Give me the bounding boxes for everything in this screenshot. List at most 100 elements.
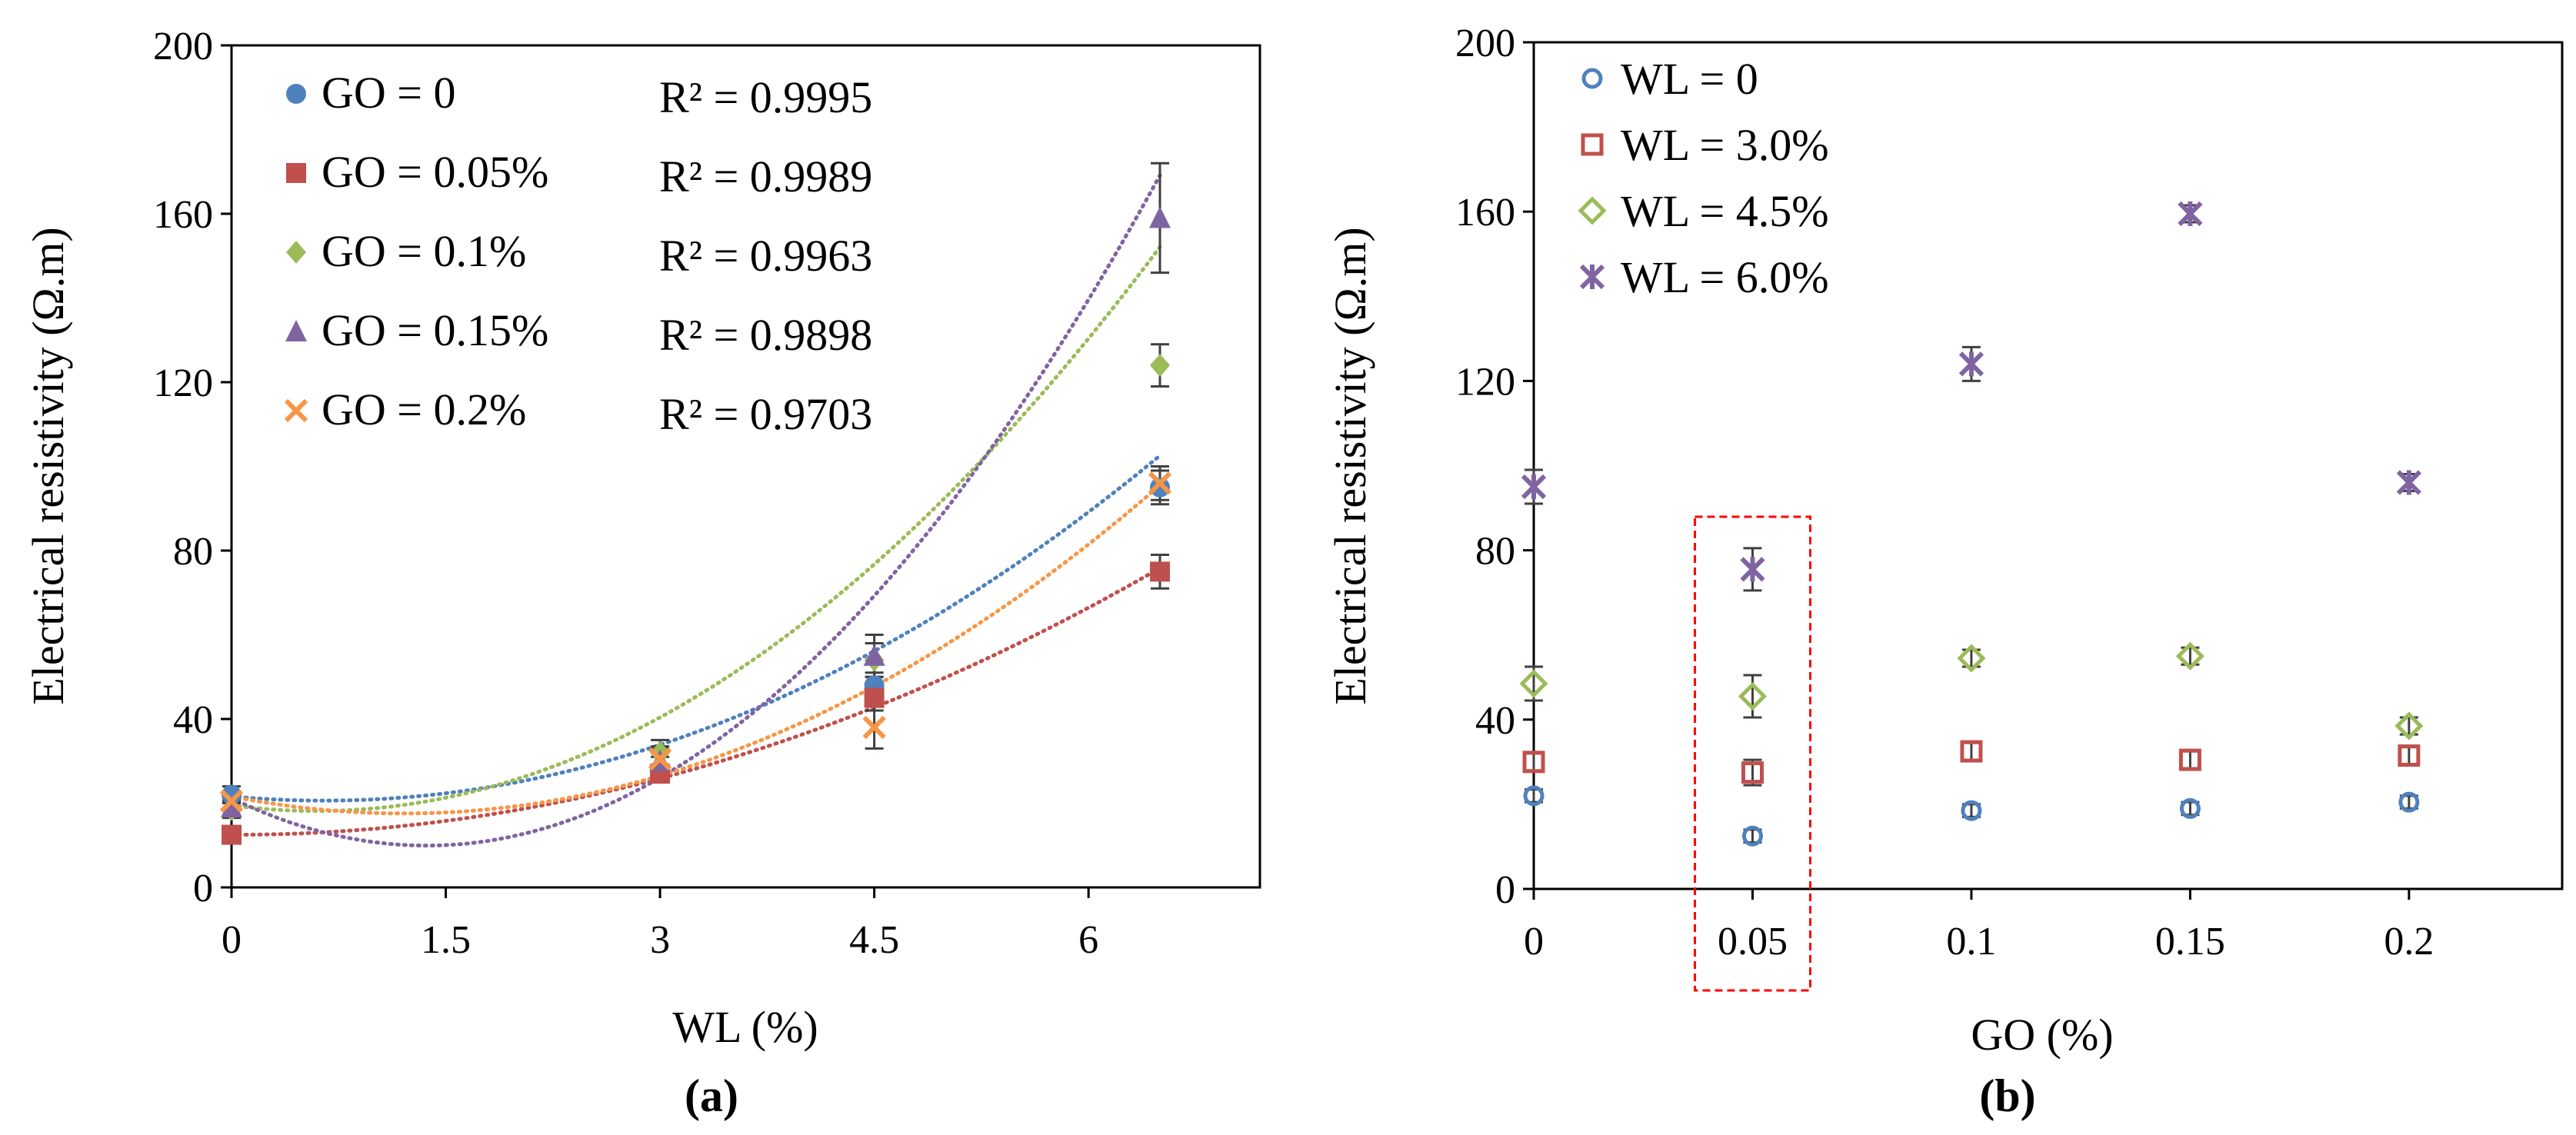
legend-label: GO = 0.05% (322, 147, 548, 197)
trendlines-a (229, 173, 1162, 848)
y-tick-label: 80 (1475, 530, 1515, 574)
data-point (1958, 351, 1984, 377)
data-point (219, 789, 244, 813)
y-tick-label: 80 (173, 530, 213, 574)
x-tick-label: 0.05 (1718, 920, 1788, 964)
plot-area-a (230, 44, 1261, 889)
trendline (229, 566, 1162, 837)
data-point (2179, 797, 2201, 819)
r-squared-label: R² = 0.9898 (659, 310, 872, 360)
legend-marker (285, 320, 307, 341)
legend-label: GO = 0.2% (322, 384, 526, 434)
data-point (1150, 561, 1171, 582)
y-axis-ticks-b: 0 40 80 120 160 200 (1455, 22, 1534, 912)
plot-area-b (1532, 41, 2564, 890)
r-squared-label: R² = 0.9703 (659, 389, 872, 439)
x-tick-label: 3 (650, 918, 670, 962)
x-tick-label: 0.2 (2384, 920, 2434, 964)
data-point (862, 715, 886, 740)
r-squared-label: R² = 0.9995 (659, 72, 872, 122)
y-axis-label-a: Electrical resistivity (Ω.m) (23, 227, 73, 704)
x-axis-label-b: GO (%) (1971, 1010, 2113, 1060)
data-point (1741, 761, 1764, 784)
data-point (1523, 785, 1545, 807)
data-point (222, 824, 242, 845)
data-point (1519, 669, 1548, 698)
x-tick-label: 0.1 (1946, 920, 1996, 964)
legend-marker (284, 398, 308, 423)
r-squared-label: R² = 0.9963 (659, 231, 872, 281)
data-point (1961, 800, 1982, 821)
y-tick-label: 200 (153, 25, 213, 68)
legend-marker (1581, 68, 1603, 89)
y-tick-label: 40 (1475, 699, 1515, 743)
data-point (1522, 751, 1545, 774)
data-point (1150, 477, 1171, 498)
legend-marker (1579, 264, 1605, 290)
data-point (2394, 711, 2424, 741)
panel-a: 0 40 80 120 160 200 0 1.5 3 4.5 6 GO = 0 R² = 0.99… (23, 25, 1261, 1121)
legend-marker (1581, 133, 1604, 156)
data-point (864, 687, 885, 708)
data-point (1957, 644, 1986, 673)
data-point (2398, 744, 2421, 767)
y-tick-label: 120 (153, 361, 213, 405)
data-point (221, 795, 242, 817)
data-point (1150, 354, 1171, 378)
legend-label: GO = 0 (322, 68, 455, 118)
y-tick-label: 0 (193, 867, 213, 910)
trendline (229, 454, 1162, 803)
data-point (2175, 641, 2204, 671)
panel-label-a: (a) (685, 1070, 738, 1121)
trendline (229, 173, 1162, 848)
legend-marker (1578, 196, 1607, 225)
legend-label: WL = 4.5% (1621, 186, 1829, 236)
legend-marker (286, 241, 306, 264)
highlight-box (1693, 515, 1811, 992)
data-point (1148, 471, 1172, 495)
legend-label: GO = 0.1% (322, 226, 526, 276)
data-point (648, 747, 672, 771)
y-axis-ticks-a: 0 40 80 120 160 200 (153, 25, 232, 910)
data-point (1740, 557, 1765, 582)
legend-label: WL = 0 (1621, 54, 1758, 104)
data-point (1741, 825, 1763, 847)
data-point (1521, 474, 1547, 500)
x-axis-ticks-b: 0 0.05 0.1 0.15 0.2 (1524, 889, 2434, 964)
x-axis-ticks-a: 0 1.5 3 4.5 6 (222, 887, 1098, 962)
legend-a: GO = 0 R² = 0.9995 GO = 0.05% R² = 0.9989 GO… (284, 68, 872, 439)
panel-label-b: (b) (1979, 1070, 2035, 1121)
y-tick-label: 120 (1455, 360, 1515, 404)
data-point (1960, 740, 1983, 763)
data-points-b (1519, 201, 2424, 847)
legend-label: WL = 6.0% (1621, 252, 1829, 302)
data-point (863, 644, 885, 666)
legend-label: GO = 0.15% (322, 305, 548, 355)
y-tick-label: 40 (173, 698, 213, 742)
x-tick-label: 6 (1078, 918, 1098, 962)
y-tick-label: 200 (1455, 22, 1515, 65)
x-tick-label: 0.15 (2155, 920, 2225, 964)
legend-marker (286, 163, 306, 183)
data-point (2398, 791, 2420, 813)
data-point (222, 784, 242, 805)
y-tick-label: 160 (153, 193, 213, 237)
data-point (1738, 681, 1768, 711)
trendline (229, 483, 1162, 816)
x-tick-label: 4.5 (849, 918, 899, 962)
trendline (229, 245, 1162, 814)
x-tick-label: 0 (1524, 920, 1544, 964)
data-point (2396, 470, 2421, 495)
data-point (1149, 206, 1171, 228)
data-point (2178, 748, 2201, 771)
data-points-a (219, 206, 1172, 845)
x-tick-label: 1.5 (421, 918, 471, 962)
y-tick-label: 160 (1455, 191, 1515, 235)
legend-label: WL = 3.0% (1621, 120, 1829, 170)
x-axis-label-a: WL (%) (672, 1002, 818, 1052)
legend-b: WL = 0 WL = 3.0% WL = 4.5% WL = 6.0% (1578, 54, 1829, 302)
y-tick-label: 0 (1495, 868, 1515, 912)
